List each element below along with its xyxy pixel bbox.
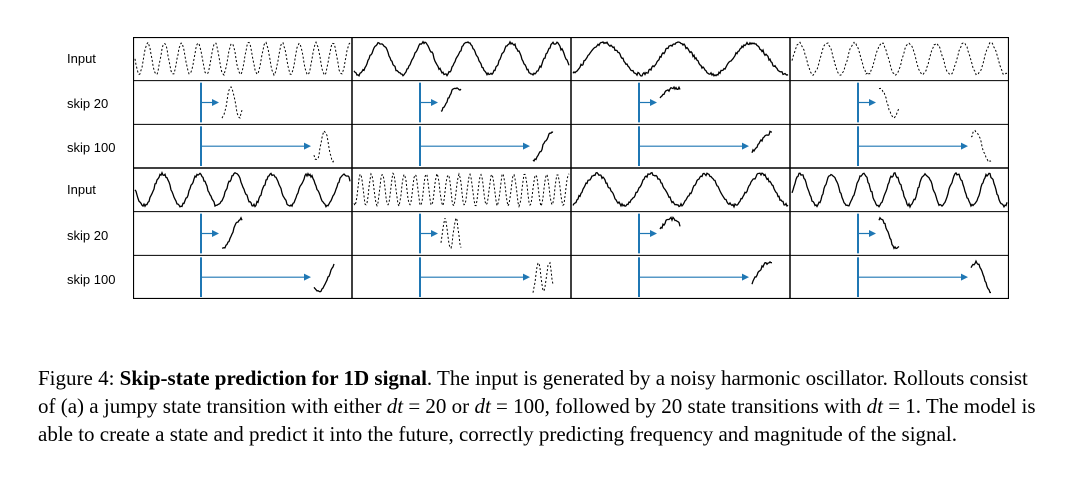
prediction-1-2-skip100 (532, 131, 554, 162)
input-signal-1-1 (134, 41, 351, 77)
prediction-2-2-skip20 (440, 216, 462, 249)
row-label-input-2: Input (67, 182, 96, 197)
jump-arrow-head-1-2-skip20 (431, 99, 438, 106)
prediction-1-3-skip20 (659, 85, 681, 99)
prediction-2-2-skip100 (532, 261, 554, 293)
jump-arrow-head-2-4-skip100 (961, 273, 968, 281)
row-label-input-1: Input (67, 51, 96, 66)
jump-arrow-head-2-1-skip20 (212, 230, 219, 237)
math-dt-1: dt (386, 394, 404, 418)
row-label-skip20-2: skip 20 (67, 228, 109, 243)
input-signal-1-4 (791, 41, 1008, 76)
jump-arrow-head-2-2-skip20 (431, 230, 438, 237)
jump-arrow-head-1-1-skip100 (304, 142, 311, 150)
prediction-1-4-skip20 (878, 87, 900, 119)
row-label-skip100-2: skip 100 (67, 272, 116, 287)
prediction-2-4-skip20 (878, 216, 900, 250)
jump-arrow-head-1-2-skip100 (523, 142, 530, 150)
prediction-2-3-skip100 (751, 261, 773, 285)
jump-arrow-head-1-3-skip20 (650, 99, 657, 106)
caption-title: Skip-state prediction for 1D signal (119, 366, 427, 390)
input-signal-2-1 (134, 170, 351, 209)
jump-arrow-head-2-2-skip100 (523, 273, 530, 281)
jump-arrow-head-1-4-skip100 (961, 142, 968, 150)
jump-arrow-head-2-4-skip20 (869, 230, 876, 237)
caption-text-1: . The input is generated by a noisy harm… (38, 366, 1028, 418)
math-dt-2: dt (474, 394, 491, 418)
caption-eq-20: = 20 or (403, 394, 475, 418)
math-dt-3: dt (866, 394, 883, 418)
prediction-1-2-skip20 (440, 87, 462, 112)
input-signal-2-3 (572, 171, 789, 209)
prediction-1-3-skip100 (751, 130, 772, 154)
caption-eq-100: = 100, followed by 20 state transitions … (490, 394, 867, 418)
row-label-skip100-1: skip 100 (67, 140, 116, 155)
prediction-1-4-skip100 (970, 129, 992, 162)
row-label-skip20-1: skip 20 (67, 96, 109, 111)
prediction-1-1-skip20 (221, 85, 243, 119)
prediction-2-4-skip100 (970, 259, 991, 294)
prediction-2-1-skip100 (313, 263, 335, 293)
figure-caption: Figure 4: Skip-state prediction for 1D s… (38, 364, 1048, 448)
grid-frame (133, 37, 1009, 299)
jump-arrow-head-2-1-skip100 (304, 273, 311, 281)
signal-grid (133, 37, 1009, 299)
caption-eq-1: = 1. The model is able to create a state… (38, 394, 1036, 446)
figure-4: Input skip 20 skip 100 Input skip 20 ski… (67, 37, 1009, 299)
jump-arrow-head-1-1-skip20 (212, 99, 219, 106)
prediction-1-1-skip100 (313, 130, 335, 163)
prediction-2-3-skip20 (659, 216, 681, 230)
input-signal-2-2 (353, 171, 570, 208)
jump-arrow-head-1-3-skip100 (742, 142, 749, 150)
jump-arrow-head-2-3-skip100 (742, 273, 749, 281)
prediction-2-1-skip20 (221, 216, 243, 249)
input-signal-2-4 (791, 171, 1008, 209)
jump-arrow-head-2-3-skip20 (650, 230, 657, 237)
input-signal-1-3 (572, 41, 789, 77)
figure-label: Figure 4: (38, 366, 115, 390)
input-signal-1-2 (353, 40, 570, 77)
jump-arrow-head-1-4-skip20 (869, 99, 876, 106)
